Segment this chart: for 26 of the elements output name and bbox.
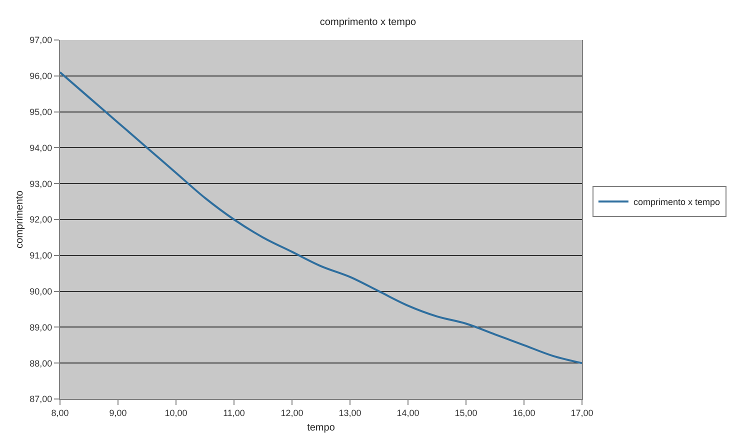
x-tick-label: 8,00 [51, 408, 69, 418]
y-tick-label: 90,00 [30, 286, 52, 296]
x-tick-label: 15,00 [454, 408, 478, 418]
x-tick-label: 13,00 [338, 408, 362, 418]
x-tick-label: 14,00 [396, 408, 420, 418]
legend-label: comprimento x tempo [633, 197, 720, 208]
line-series [60, 71, 582, 364]
y-tick-label: 88,00 [30, 358, 52, 368]
y-tick-label: 95,00 [30, 106, 52, 117]
x-tick-label: 10,00 [164, 408, 188, 418]
y-tick-label: 96,00 [30, 71, 52, 82]
x-tick-label: 12,00 [280, 408, 304, 418]
x-tick-label: 9,00 [109, 408, 127, 418]
y-tick-label: 92,00 [30, 214, 52, 225]
y-tick-label: 91,00 [30, 250, 52, 261]
x-tick-label: 16,00 [512, 408, 536, 418]
x-tick-label: 17,00 [570, 408, 594, 418]
y-tick-label: 94,00 [30, 142, 52, 153]
chart-title: comprimento x tempo [320, 16, 417, 28]
x-axis-title: tempo [307, 422, 336, 434]
y-tick-label: 97,00 [30, 35, 52, 46]
y-axis-title: comprimento [14, 190, 26, 248]
y-tick-label: 87,00 [30, 394, 52, 404]
y-tick-label: 93,00 [30, 178, 52, 189]
x-tick-label: 11,00 [223, 408, 245, 418]
y-tick-label: 89,00 [30, 322, 52, 332]
